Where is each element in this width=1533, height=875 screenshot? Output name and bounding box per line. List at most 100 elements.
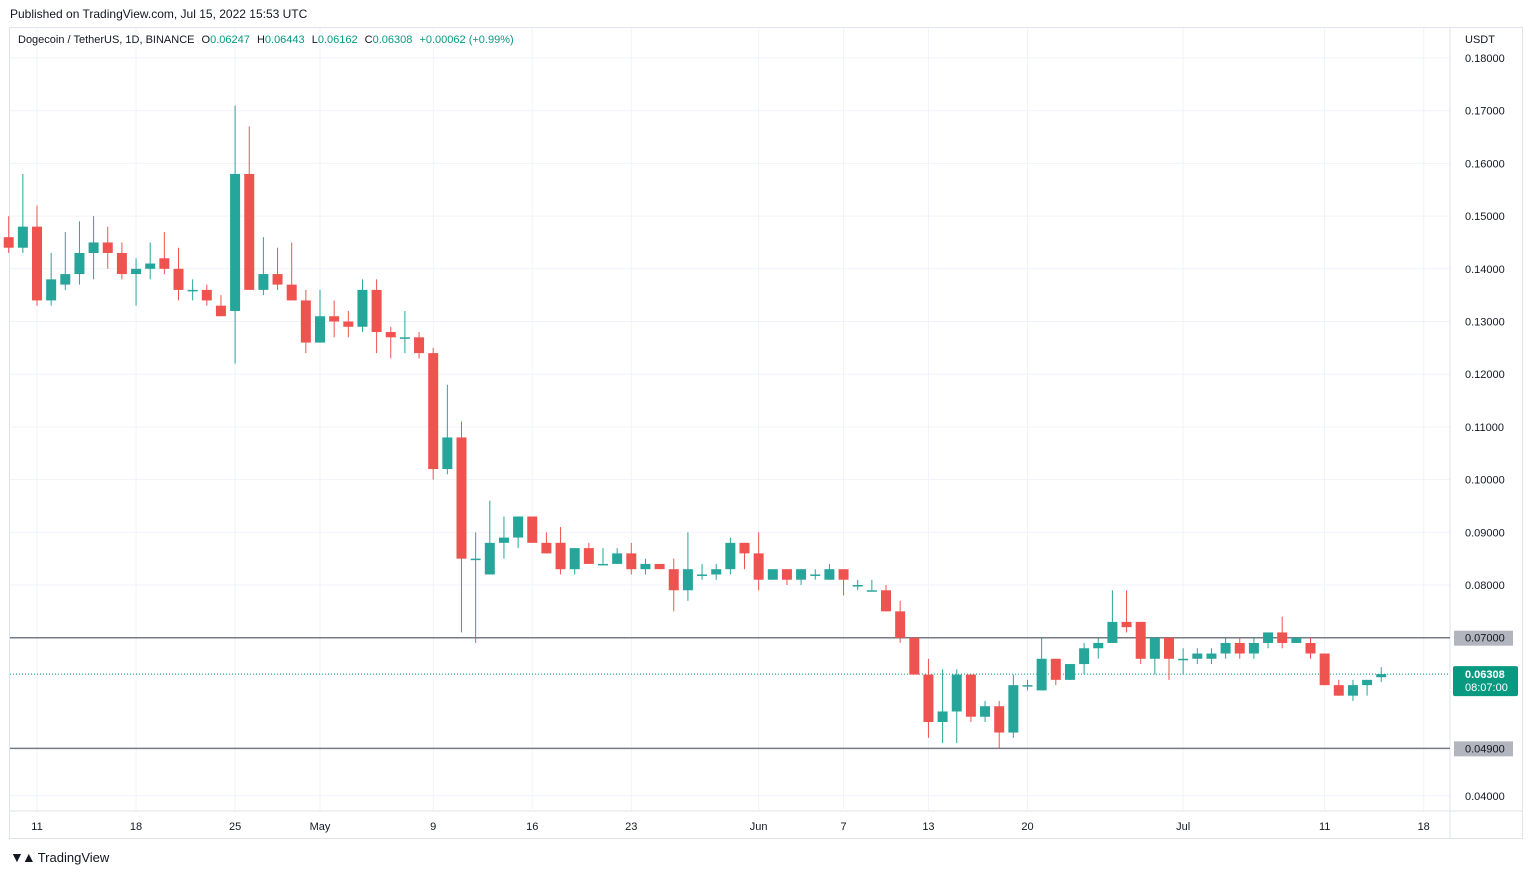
- candle[interactable]: [1277, 616, 1288, 649]
- candle[interactable]: [541, 532, 552, 554]
- candle[interactable]: [131, 258, 142, 306]
- candle[interactable]: [810, 569, 821, 580]
- candle[interactable]: [1121, 590, 1132, 633]
- candle[interactable]: [272, 247, 283, 290]
- candle[interactable]: [909, 637, 920, 675]
- candle[interactable]: [767, 569, 778, 580]
- candle[interactable]: [1248, 637, 1259, 659]
- candle[interactable]: [187, 279, 198, 301]
- candle[interactable]: [1079, 642, 1090, 675]
- candle[interactable]: [1135, 621, 1146, 665]
- candle[interactable]: [1008, 674, 1019, 738]
- candle[interactable]: [1192, 648, 1203, 665]
- footer-brand[interactable]: ▼▲ TradingView: [10, 849, 109, 865]
- candle[interactable]: [824, 563, 835, 580]
- candle[interactable]: [753, 532, 764, 591]
- candle[interactable]: [682, 532, 693, 601]
- candle[interactable]: [102, 226, 113, 269]
- candle[interactable]: [781, 569, 792, 585]
- candle[interactable]: [470, 532, 481, 643]
- candle[interactable]: [116, 242, 127, 280]
- candle[interactable]: [1206, 648, 1217, 665]
- candle[interactable]: [1362, 679, 1373, 696]
- candle[interactable]: [484, 500, 495, 575]
- candle[interactable]: [300, 289, 311, 354]
- candle[interactable]: [343, 310, 354, 338]
- candle[interactable]: [668, 558, 679, 612]
- candle[interactable]: [456, 421, 467, 633]
- candle[interactable]: [32, 205, 42, 306]
- candle[interactable]: [1220, 637, 1231, 659]
- candle[interactable]: [428, 347, 439, 480]
- candle[interactable]: [569, 548, 580, 575]
- candle[interactable]: [838, 569, 849, 596]
- candle[interactable]: [866, 579, 877, 592]
- candle[interactable]: [1263, 632, 1274, 649]
- candle[interactable]: [201, 284, 212, 306]
- candle[interactable]: [74, 221, 85, 285]
- candle[interactable]: [796, 569, 807, 585]
- candle[interactable]: [230, 105, 241, 364]
- candle[interactable]: [1319, 653, 1330, 686]
- candle[interactable]: [145, 242, 156, 280]
- candle[interactable]: [1036, 637, 1047, 691]
- candle[interactable]: [1347, 679, 1358, 701]
- candle[interactable]: [697, 563, 708, 580]
- candle[interactable]: [60, 231, 71, 290]
- candle[interactable]: [598, 548, 608, 566]
- candle[interactable]: [3, 216, 14, 253]
- candle[interactable]: [1178, 648, 1189, 675]
- candle[interactable]: [371, 279, 382, 354]
- candle[interactable]: [258, 237, 269, 296]
- candle[interactable]: [1305, 637, 1316, 659]
- candle[interactable]: [881, 585, 891, 612]
- candle[interactable]: [1291, 637, 1302, 643]
- candle[interactable]: [965, 674, 976, 723]
- candle[interactable]: [895, 600, 906, 643]
- candle[interactable]: [626, 542, 637, 575]
- candle[interactable]: [17, 173, 28, 253]
- candle[interactable]: [527, 516, 538, 543]
- candle[interactable]: [414, 332, 425, 359]
- candle[interactable]: [513, 516, 524, 549]
- candle[interactable]: [46, 252, 57, 306]
- candle[interactable]: [1064, 664, 1075, 680]
- candle[interactable]: [1107, 590, 1118, 643]
- candle[interactable]: [215, 295, 226, 317]
- candle[interactable]: [994, 700, 1005, 749]
- candle[interactable]: [852, 579, 863, 591]
- candle[interactable]: [937, 669, 948, 744]
- candle[interactable]: [385, 326, 396, 359]
- candle[interactable]: [1164, 637, 1174, 680]
- candle[interactable]: [1022, 679, 1033, 691]
- candle[interactable]: [640, 558, 651, 575]
- candle[interactable]: [654, 563, 665, 570]
- candle[interactable]: [555, 527, 566, 575]
- candle[interactable]: [951, 669, 962, 744]
- candle[interactable]: [923, 658, 934, 738]
- candle[interactable]: [1333, 679, 1344, 696]
- chart-frame[interactable]: [9, 27, 1523, 839]
- candle[interactable]: [1093, 637, 1104, 659]
- candle[interactable]: [612, 548, 623, 564]
- candle[interactable]: [1050, 658, 1061, 686]
- candle[interactable]: [1149, 637, 1160, 675]
- candle[interactable]: [583, 542, 594, 564]
- candle[interactable]: [399, 310, 410, 354]
- candle[interactable]: [315, 289, 325, 343]
- candle[interactable]: [357, 279, 368, 333]
- candle[interactable]: [159, 231, 170, 275]
- candle[interactable]: [711, 563, 722, 580]
- candle[interactable]: [980, 700, 991, 723]
- candle[interactable]: [442, 384, 453, 475]
- candle[interactable]: [1234, 637, 1245, 659]
- candle[interactable]: [173, 247, 184, 301]
- candle[interactable]: [725, 537, 736, 575]
- candle[interactable]: [244, 126, 255, 290]
- candle[interactable]: [739, 542, 750, 570]
- candle[interactable]: [88, 216, 99, 280]
- candle[interactable]: [329, 300, 340, 338]
- candle[interactable]: [498, 516, 509, 559]
- candle[interactable]: [286, 242, 297, 301]
